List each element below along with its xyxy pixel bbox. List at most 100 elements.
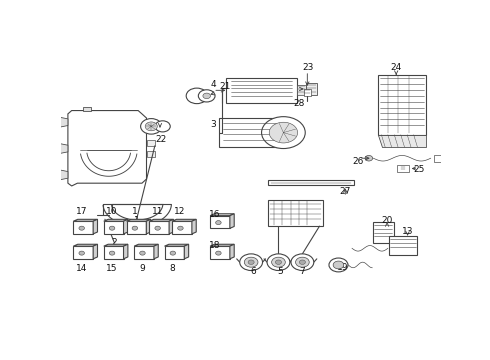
Text: 6: 6: [250, 267, 256, 276]
Circle shape: [291, 254, 314, 270]
Text: 14: 14: [75, 264, 87, 273]
Text: 10: 10: [106, 207, 118, 216]
Polygon shape: [126, 221, 147, 234]
Circle shape: [240, 254, 263, 270]
Circle shape: [216, 221, 221, 225]
Text: 27: 27: [340, 187, 351, 196]
Circle shape: [299, 260, 305, 264]
Bar: [147, 140, 155, 146]
Polygon shape: [230, 244, 234, 259]
Polygon shape: [104, 244, 128, 246]
Circle shape: [203, 93, 211, 99]
Polygon shape: [93, 244, 98, 259]
Polygon shape: [123, 219, 128, 234]
Circle shape: [275, 260, 281, 264]
Text: 23: 23: [302, 63, 314, 72]
Text: 11: 11: [151, 207, 163, 216]
Bar: [226, 78, 297, 103]
Text: 19: 19: [337, 263, 348, 272]
Circle shape: [109, 226, 115, 230]
Polygon shape: [83, 107, 91, 111]
Circle shape: [79, 251, 84, 255]
Polygon shape: [165, 244, 189, 246]
Polygon shape: [149, 219, 173, 221]
Circle shape: [329, 258, 348, 272]
Text: 7: 7: [299, 267, 305, 276]
Circle shape: [269, 122, 297, 143]
Circle shape: [155, 121, 170, 132]
Polygon shape: [184, 244, 189, 259]
Circle shape: [248, 260, 254, 264]
Circle shape: [262, 117, 305, 149]
Polygon shape: [104, 219, 128, 221]
Text: 18: 18: [209, 240, 221, 249]
Circle shape: [295, 257, 309, 267]
Text: 25: 25: [413, 165, 425, 174]
Circle shape: [245, 257, 258, 267]
Polygon shape: [74, 244, 98, 246]
Polygon shape: [172, 221, 192, 234]
Bar: [434, 155, 442, 162]
Polygon shape: [60, 144, 68, 153]
Bar: [306, 83, 317, 95]
Text: 1: 1: [132, 207, 137, 216]
Bar: [303, 89, 311, 96]
Text: 5: 5: [277, 267, 283, 276]
Polygon shape: [68, 111, 147, 186]
Text: 26: 26: [352, 157, 364, 166]
Polygon shape: [210, 244, 234, 246]
Polygon shape: [154, 244, 158, 259]
Bar: [389, 236, 417, 255]
Circle shape: [155, 226, 160, 230]
Polygon shape: [210, 246, 230, 259]
Polygon shape: [123, 244, 128, 259]
Text: 24: 24: [391, 63, 402, 72]
Text: 15: 15: [106, 264, 118, 273]
Text: 21: 21: [220, 82, 231, 91]
Circle shape: [109, 251, 115, 255]
Circle shape: [178, 226, 183, 230]
Circle shape: [79, 226, 84, 230]
Bar: [372, 222, 393, 243]
Text: 2: 2: [112, 238, 117, 247]
Text: 12: 12: [174, 207, 186, 216]
Text: 13: 13: [402, 227, 414, 236]
Circle shape: [365, 156, 373, 161]
Circle shape: [198, 90, 215, 102]
Circle shape: [216, 251, 221, 255]
Text: 17: 17: [75, 207, 87, 216]
Polygon shape: [378, 135, 426, 147]
Polygon shape: [169, 219, 173, 234]
Bar: [297, 85, 306, 95]
Bar: [268, 200, 323, 226]
Text: 20: 20: [381, 216, 393, 225]
Text: 16: 16: [209, 210, 221, 219]
Polygon shape: [74, 219, 98, 221]
Polygon shape: [126, 219, 150, 221]
Bar: [397, 165, 409, 172]
Text: 9: 9: [139, 264, 145, 273]
Polygon shape: [192, 219, 196, 234]
Polygon shape: [147, 219, 150, 234]
Polygon shape: [60, 170, 68, 180]
Circle shape: [140, 251, 145, 255]
Circle shape: [271, 257, 285, 267]
Polygon shape: [134, 246, 154, 259]
Polygon shape: [74, 221, 93, 234]
Bar: [378, 75, 426, 135]
Polygon shape: [60, 117, 68, 127]
Polygon shape: [93, 219, 98, 234]
Bar: [268, 180, 354, 185]
Bar: [219, 118, 283, 147]
Text: 3: 3: [210, 121, 216, 130]
Text: 8: 8: [170, 264, 175, 273]
Text: 4: 4: [210, 80, 216, 89]
Circle shape: [186, 88, 207, 104]
Circle shape: [132, 226, 138, 230]
Text: 22: 22: [155, 135, 167, 144]
Circle shape: [267, 254, 290, 270]
Polygon shape: [74, 246, 93, 259]
Bar: [147, 151, 155, 157]
Text: 1: 1: [134, 216, 139, 225]
Polygon shape: [172, 219, 196, 221]
